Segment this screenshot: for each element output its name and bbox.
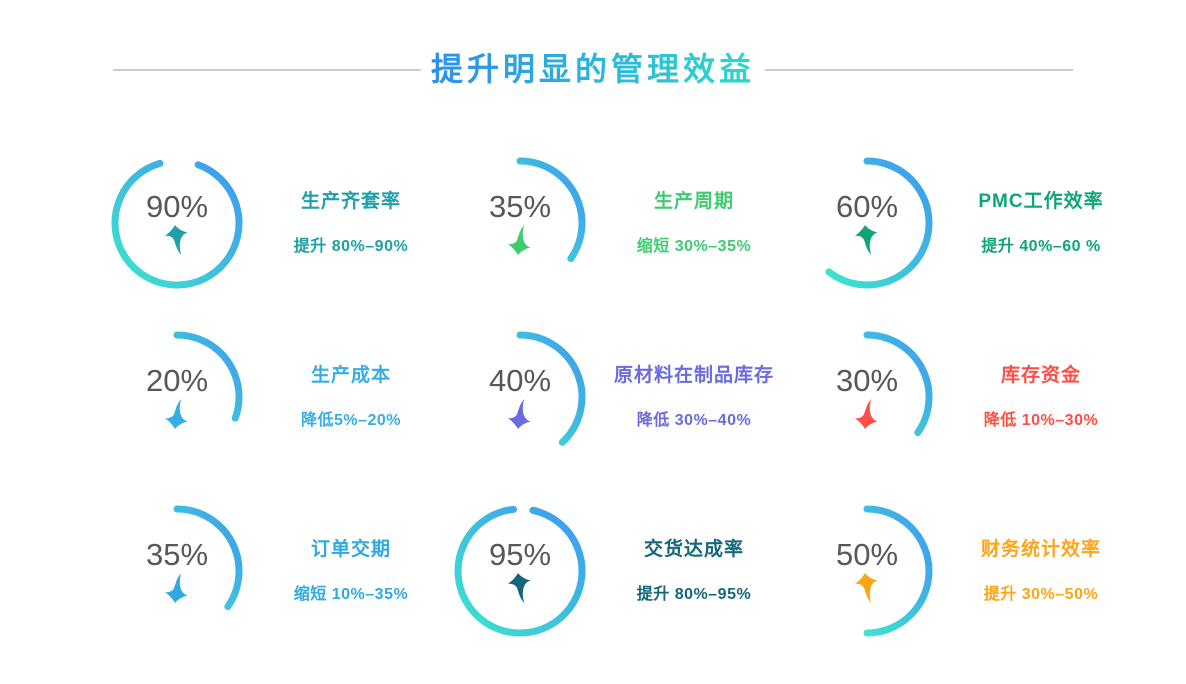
gauge-value: 35% [488,189,552,224]
gauge: 95% [453,504,587,638]
gauge: 30% [800,330,934,464]
metric-text: 生产成本 降低5%–20% [253,364,449,429]
metric-text: 生产齐套率 提升 80%–90% [253,190,449,255]
metric-text: 财务统计效率 提升 30%–50% [943,538,1139,603]
metric-change: 缩短 30%–35% [636,237,752,255]
gauge: 60% [800,156,934,290]
metric-title: 生产周期 [653,190,734,212]
metrics-grid: 90% 生产齐套率 提升 80%–90% 35% 生产周期 缩短 30%–35% [110,136,1140,658]
page-title: 提升明显的管理效益 [430,51,755,87]
gauge-center: 20% [110,330,244,464]
metric-card: 90% 生产齐套率 提升 80%–90% [110,136,453,310]
metric-card: 30% 库存资金 降低 10%–30% [800,310,1140,484]
trend-arrow-down-icon [164,399,190,429]
gauge-center: 90% [110,156,244,290]
trend-arrow-up-icon [854,573,880,603]
gauge: 20% [110,330,244,464]
trend-arrow-up-icon [164,225,190,255]
metric-title: 生产齐套率 [300,190,401,212]
metric-change: 提升 80%–90% [293,237,409,255]
gauge-ring [800,504,934,638]
metric-card: 60% PMC工作效率 提升 40%–60 % [800,136,1140,310]
gauge-value: 40% [488,363,552,398]
metric-card: 50% 财务统计效率 提升 30%–50% [800,484,1140,658]
gauge-ring [453,504,587,638]
metric-text: 生产周期 缩短 30%–35% [596,190,792,255]
metric-title: 财务统计效率 [980,538,1101,560]
gauge-value: 60% [835,189,899,224]
metric-title: 交货达成率 [643,538,744,560]
metric-title: 原材料在制品库存 [613,364,774,386]
slide-header: 提升明显的管理效益 [0,51,1186,87]
metric-text: PMC工作效率 提升 40%–60 % [943,190,1139,255]
metric-text: 库存资金 降低 10%–30% [943,364,1139,429]
metric-text: 交货达成率 提升 80%–95% [596,538,792,603]
gauge-value: 20% [145,363,209,398]
gauge: 90% [110,156,244,290]
gauge-center: 30% [800,330,934,464]
gauge: 40% [453,330,587,464]
metric-card: 95% 交货达成率 提升 80%–95% [453,484,800,658]
metric-change: 提升 30%–50% [983,585,1099,603]
trend-arrow-up-icon [507,573,533,603]
gauge-center: 40% [453,330,587,464]
gauge-ring [800,330,934,464]
gauge-center: 60% [800,156,934,290]
metric-change: 降低5%–20% [300,411,402,429]
metric-card: 35% 生产周期 缩短 30%–35% [453,136,800,310]
metric-change: 提升 80%–95% [636,585,752,603]
trend-arrow-down-icon [507,399,533,429]
metric-change: 降低 30%–40% [636,411,752,429]
gauge: 35% [453,156,587,290]
metric-card: 35% 订单交期 缩短 10%–35% [110,484,453,658]
metric-change: 提升 40%–60 % [981,237,1101,255]
gauge-center: 50% [800,504,934,638]
gauge-ring [110,330,244,464]
trend-arrow-down-icon [854,399,880,429]
gauge-ring [453,156,587,290]
metric-title: 订单交期 [310,538,391,560]
metric-text: 原材料在制品库存 降低 30%–40% [596,364,792,429]
gauge: 50% [800,504,934,638]
metric-title: 生产成本 [310,364,391,386]
gauge-center: 35% [453,156,587,290]
header-rule-left [112,68,421,71]
gauge-ring [453,330,587,464]
metric-title: 库存资金 [1000,364,1081,386]
gauge-ring [110,156,244,290]
trend-arrow-up-icon [854,225,880,255]
gauge-value: 90% [145,189,209,224]
metric-text: 订单交期 缩短 10%–35% [253,538,449,603]
metric-title: PMC工作效率 [978,190,1104,212]
metric-card: 20% 生产成本 降低5%–20% [110,310,453,484]
gauge-value: 30% [835,363,899,398]
metric-card: 40% 原材料在制品库存 降低 30%–40% [453,310,800,484]
trend-arrow-down-icon [164,573,190,603]
gauge-center: 95% [453,504,587,638]
header-rule-right [765,68,1073,71]
trend-arrow-down-icon [507,225,533,255]
gauge-value: 95% [488,537,552,572]
gauge-center: 35% [110,504,244,638]
gauge-ring [800,156,934,290]
metric-change: 缩短 10%–35% [293,585,409,603]
gauge: 35% [110,504,244,638]
gauge-value: 50% [835,537,899,572]
metric-change: 降低 10%–30% [983,411,1099,429]
gauge-ring [110,504,244,638]
gauge-value: 35% [145,537,209,572]
